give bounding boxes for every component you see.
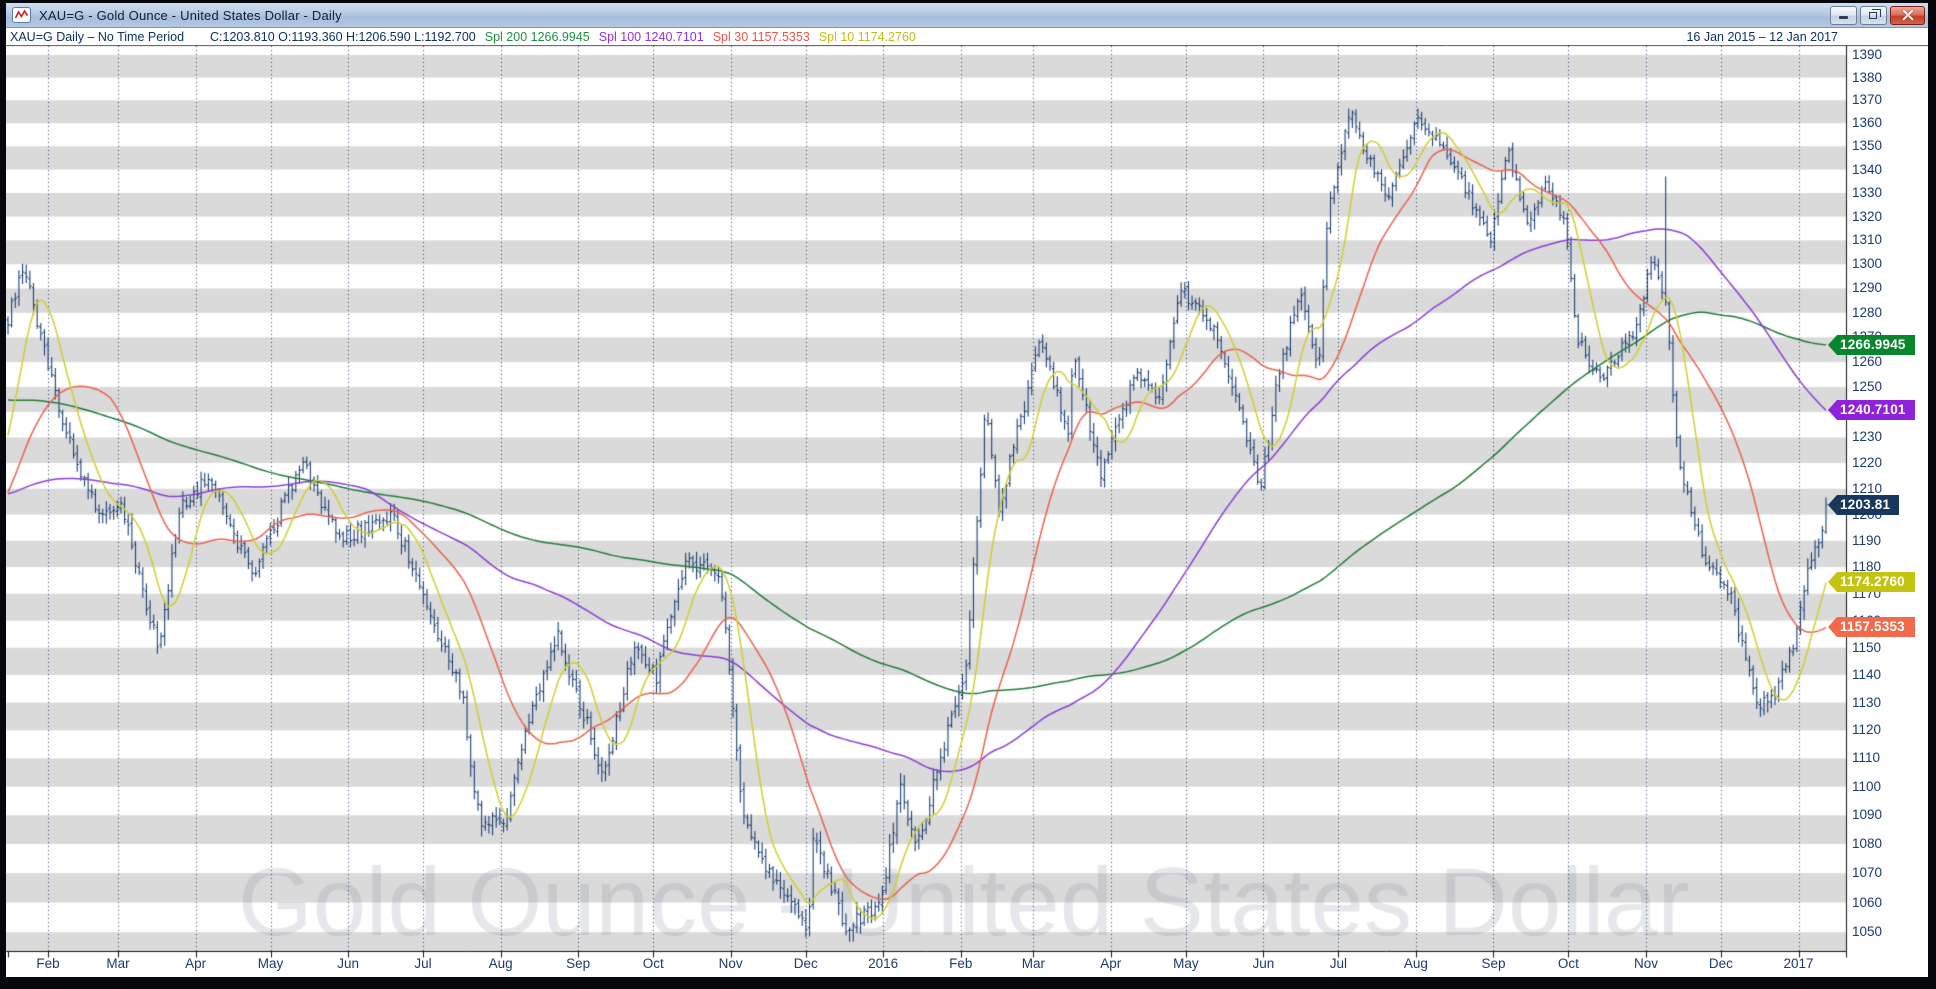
date-range: 16 Jan 2015 – 12 Jan 2017 — [1686, 29, 1838, 44]
x-axis-label: Apr — [1100, 956, 1122, 971]
title-bar[interactable]: XAU=G - Gold Ounce - United States Dolla… — [6, 3, 1928, 28]
x-axis-label: Nov — [1634, 956, 1659, 971]
y-axis-label: 1250 — [1852, 378, 1883, 394]
price-flag-spl100: 1240.7101 — [1828, 400, 1915, 421]
flag-value: 1174.2760 — [1837, 572, 1915, 593]
x-axis-label: Jul — [414, 956, 432, 971]
price-flag-spl10: 1174.2760 — [1828, 572, 1915, 593]
sma-readout-0: Spl 200 1266.9945 — [484, 29, 590, 44]
price-flag-last-price: 1203.81 — [1828, 494, 1899, 515]
y-axis-label: 1150 — [1852, 639, 1882, 655]
flag-value: 1203.81 — [1837, 494, 1899, 515]
y-axis-label: 1380 — [1852, 69, 1883, 85]
price-flag-spl30: 1157.5353 — [1828, 617, 1915, 638]
x-axis-label: 2017 — [1783, 956, 1814, 971]
restore-button[interactable] — [1860, 5, 1887, 25]
y-axis-label: 1280 — [1852, 304, 1883, 320]
x-axis-label: Mar — [1021, 956, 1045, 971]
sma-readout-2: Spl 30 1157.5353 — [712, 29, 810, 44]
y-axis-label: 1100 — [1852, 778, 1882, 794]
x-axis-label: 2016 — [868, 956, 899, 971]
x-axis-label: Feb — [949, 956, 973, 971]
y-axis-label: 1230 — [1852, 429, 1883, 445]
window-content: XAU=G - Gold Ounce - United States Dolla… — [6, 3, 1928, 977]
y-axis-label: 1210 — [1852, 480, 1883, 496]
flag-value: 1266.9945 — [1837, 334, 1915, 355]
x-axis-label: Aug — [1403, 956, 1428, 971]
flag-arrow-icon — [1828, 334, 1837, 355]
y-axis-label: 1080 — [1852, 836, 1883, 852]
minimize-icon — [1839, 15, 1848, 19]
y-axis-label: 1360 — [1852, 115, 1883, 131]
x-axis-label: Aug — [488, 956, 513, 971]
y-axis-label: 1120 — [1852, 722, 1882, 738]
y-axis-label: 1180 — [1852, 559, 1882, 575]
y-axis-label: 1310 — [1852, 232, 1883, 248]
y-axis-label: 1060 — [1852, 894, 1883, 910]
flag-arrow-icon — [1828, 494, 1837, 515]
flag-arrow-icon — [1828, 617, 1837, 638]
x-axis-label: Dec — [793, 956, 818, 971]
ohlc-readout: C:1203.810 O:1193.360 H:1206.590 L:1192.… — [210, 29, 476, 44]
x-axis-label: Feb — [36, 956, 60, 971]
x-axis-label: Sep — [1481, 956, 1506, 971]
y-axis-label: 1290 — [1852, 280, 1883, 296]
x-axis-label: Oct — [1557, 956, 1579, 971]
y-axis-label: 1220 — [1852, 454, 1883, 470]
y-axis-label: 1070 — [1852, 865, 1883, 881]
y-axis-label: 1300 — [1852, 256, 1883, 272]
x-axis-label: Apr — [185, 956, 207, 971]
y-axis-label: 1050 — [1852, 924, 1883, 940]
app-icon[interactable] — [12, 7, 31, 23]
y-axis-label: 1140 — [1852, 667, 1882, 682]
x-axis-label: Sep — [566, 956, 591, 971]
minimize-button[interactable] — [1830, 5, 1857, 25]
close-icon — [1902, 9, 1914, 21]
y-axis-label: 1130 — [1852, 694, 1882, 710]
x-axis-label: Nov — [718, 956, 743, 971]
y-axis-label: 1320 — [1852, 208, 1883, 224]
x-axis-label: Jul — [1329, 956, 1348, 971]
flag-value: 1157.5353 — [1837, 617, 1915, 638]
restore-icon — [1869, 8, 1881, 19]
y-axis-label: 1090 — [1852, 807, 1883, 823]
window-title: XAU=G - Gold Ounce - United States Dolla… — [39, 7, 342, 23]
x-axis-label: Dec — [1708, 956, 1733, 971]
window-controls — [1830, 5, 1925, 25]
y-axis-label: 1350 — [1852, 138, 1883, 154]
x-axis-label: Jun — [1252, 956, 1275, 971]
y-axis-label: 1340 — [1852, 161, 1883, 177]
y-axis-label: 1330 — [1852, 184, 1883, 200]
symbol-status: XAU=G Daily – No Time Period — [10, 29, 185, 44]
flag-arrow-icon — [1828, 572, 1837, 593]
sma-readout-1: Spl 100 1240.7101 — [598, 29, 704, 44]
price-chart-canvas[interactable] — [6, 45, 1928, 977]
x-axis-label: Jun — [337, 956, 360, 971]
sma-readout-3: Spl 10 1174.2760 — [818, 29, 916, 44]
chart-area: 1390 1380 1370 1360 1350 1340 1330 1320 1310 1300… — [6, 45, 1928, 977]
x-axis-label: Oct — [642, 956, 664, 971]
x-axis-label: Mar — [106, 956, 130, 971]
close-button[interactable] — [1890, 5, 1925, 25]
x-axis-label: May — [1173, 956, 1199, 971]
flag-arrow-icon — [1828, 400, 1837, 421]
info-bar: XAU=G Daily – No Time Period C:1203.810 … — [6, 28, 1928, 45]
y-axis-label: 1190 — [1852, 532, 1882, 548]
y-axis-label: 1390 — [1852, 47, 1883, 62]
y-axis-label: 1110 — [1852, 750, 1881, 766]
flag-value: 1240.7101 — [1837, 400, 1915, 421]
y-axis-label: 1260 — [1852, 354, 1883, 370]
x-axis-label: May — [257, 956, 284, 971]
price-flag-spl200: 1266.9945 — [1828, 334, 1915, 355]
sma-readouts: Spl 200 1266.9945 Spl 100 1240.7101 Spl 30… — [485, 30, 925, 44]
y-axis-label: 1370 — [1852, 92, 1883, 108]
